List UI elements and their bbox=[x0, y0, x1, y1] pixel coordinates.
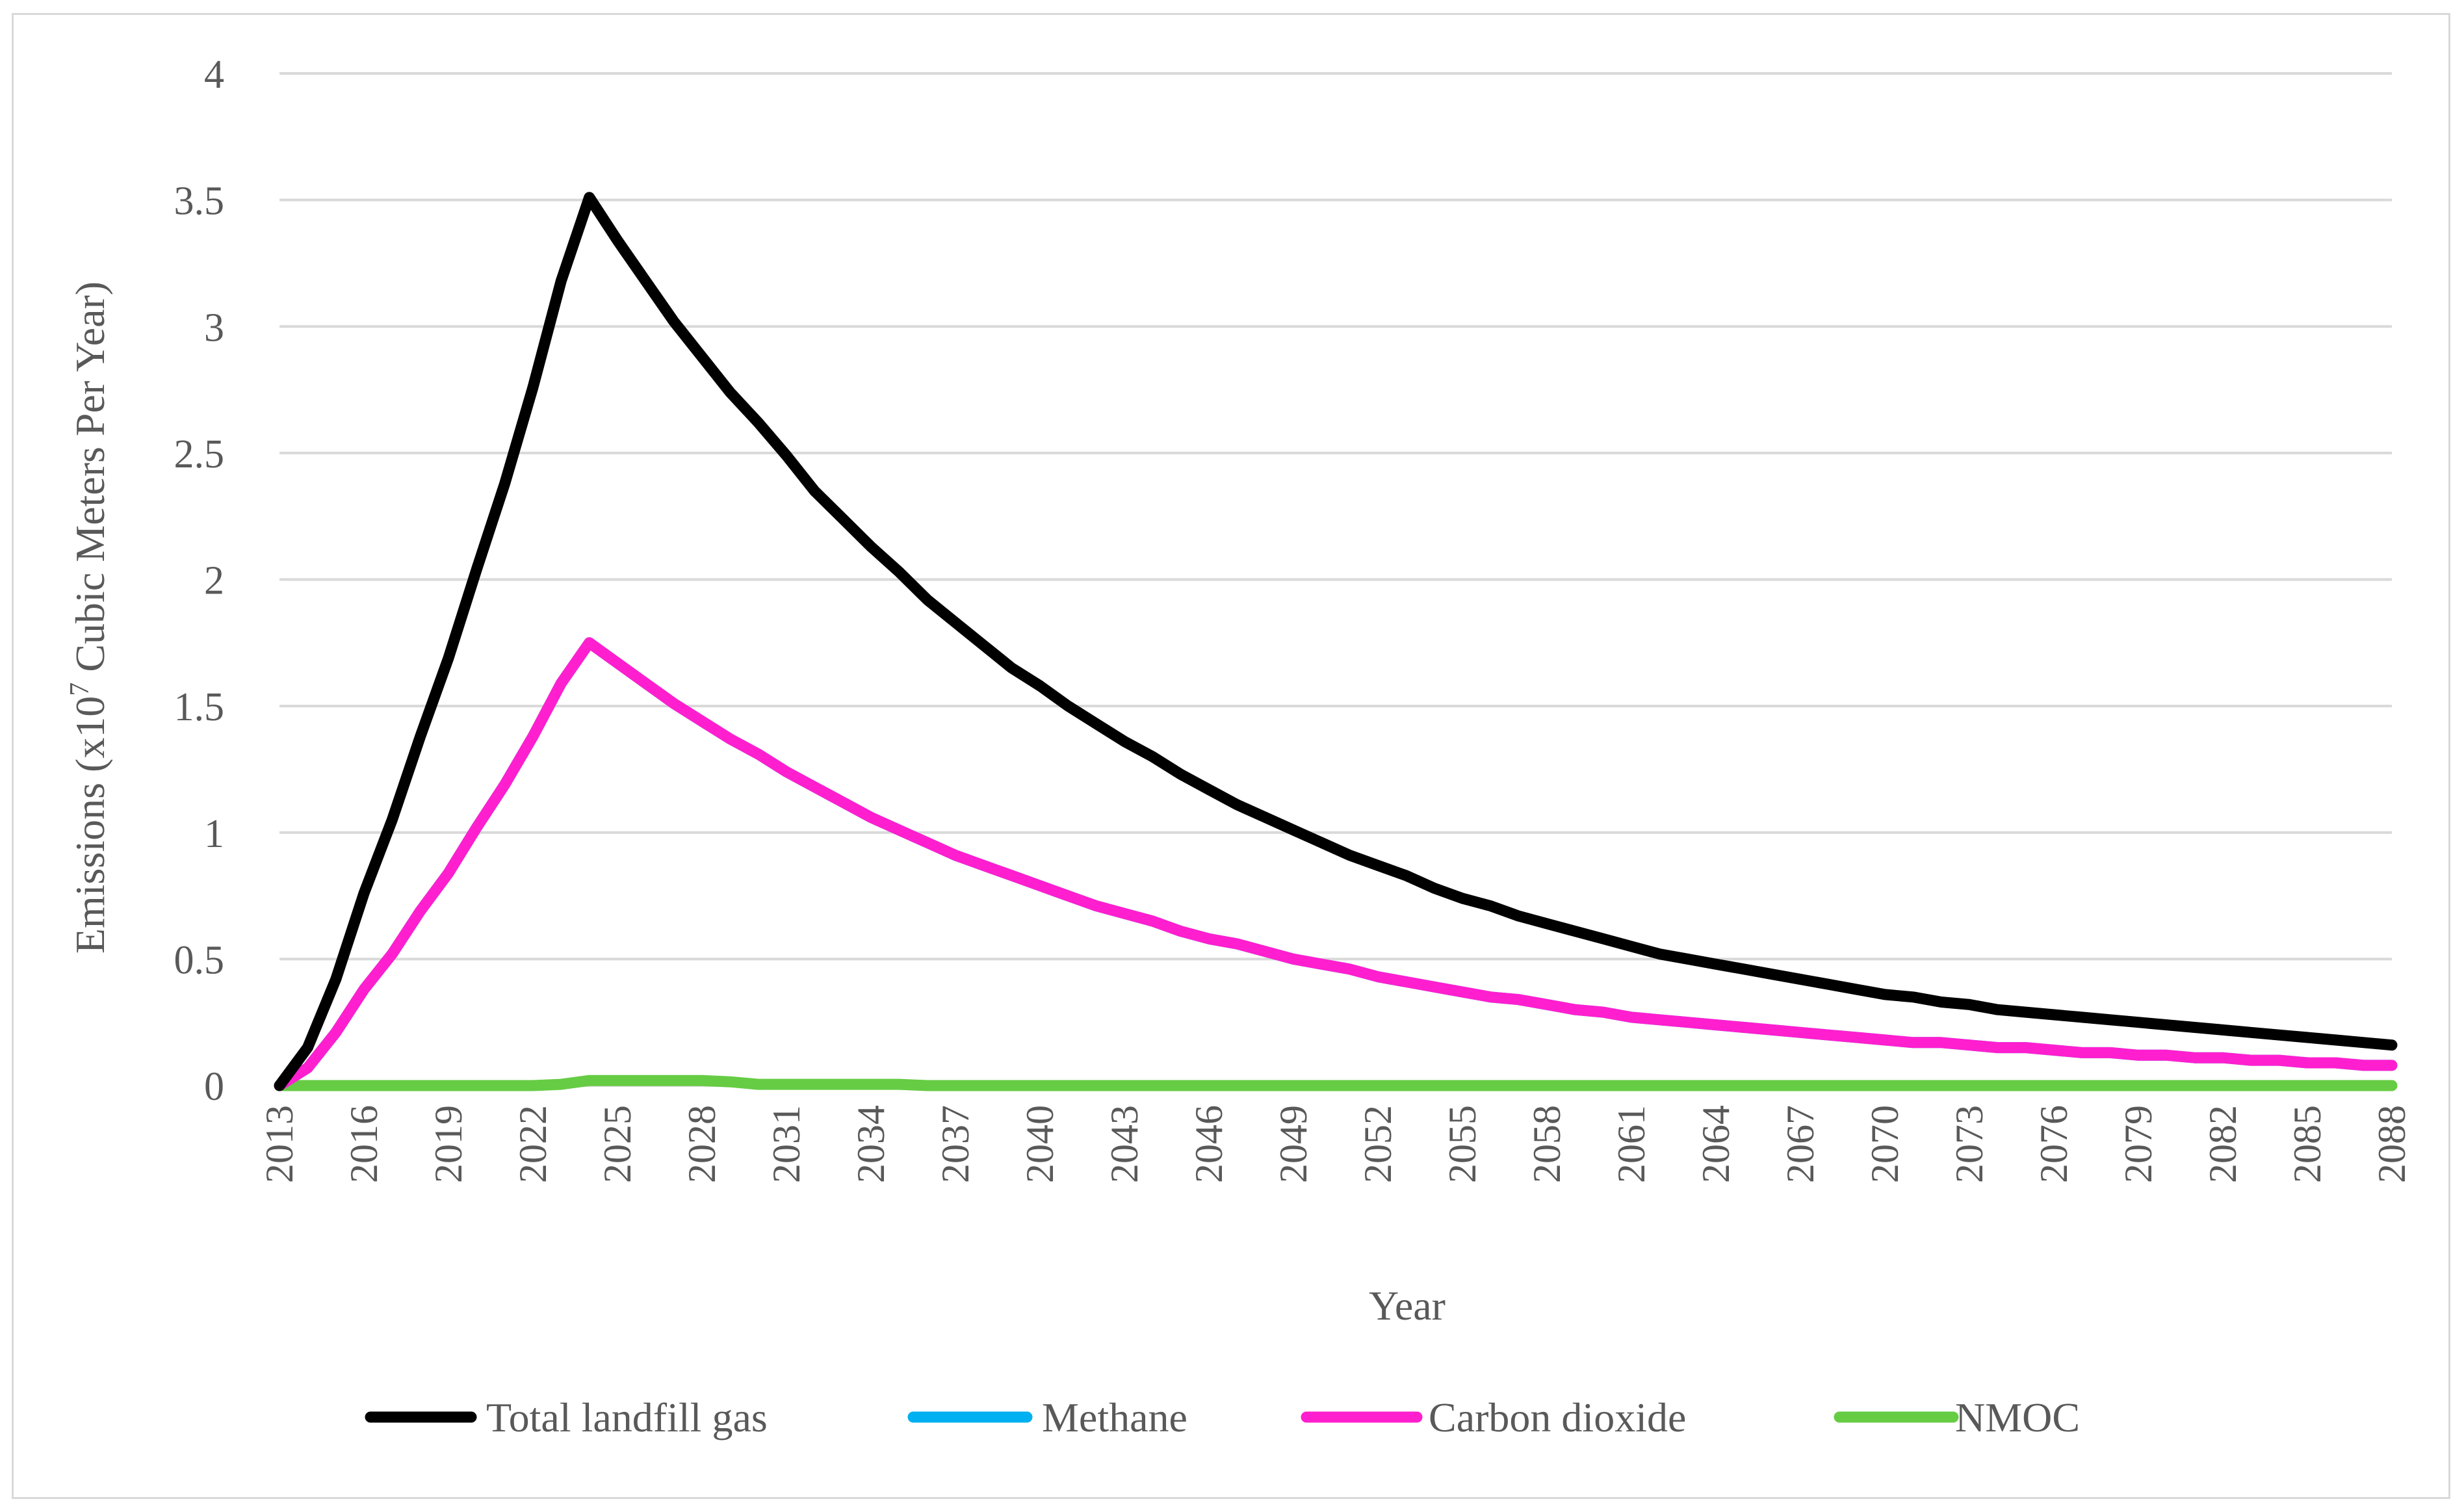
x-tick-label: 2079 bbox=[2117, 1105, 2160, 1183]
x-tick-label: 2043 bbox=[1103, 1105, 1146, 1183]
series-lines bbox=[274, 192, 2398, 1091]
y-axis-ticks: 0 0.5 1 1.5 2 2.5 3 3.5 4 bbox=[174, 53, 225, 1109]
series-line-carbon-dioxide bbox=[274, 637, 2398, 1091]
x-tick-label: 2052 bbox=[1356, 1105, 1399, 1183]
x-tick-label: 2064 bbox=[1694, 1105, 1737, 1183]
x-tick-label: 2049 bbox=[1272, 1105, 1315, 1183]
series-line-total-landfill-gas bbox=[274, 192, 2398, 1091]
x-tick-label: 2025 bbox=[596, 1105, 639, 1183]
y-tick-label: 3 bbox=[204, 306, 224, 350]
y-tick-label: 0.5 bbox=[174, 938, 225, 982]
x-tick-label: 2082 bbox=[2201, 1105, 2244, 1183]
x-tick-label: 2013 bbox=[258, 1105, 301, 1183]
gridlines bbox=[279, 72, 2392, 1087]
x-tick-label: 2058 bbox=[1525, 1105, 1568, 1183]
x-tick-label: 2019 bbox=[427, 1105, 470, 1183]
x-tick-label: 2070 bbox=[1863, 1105, 1906, 1183]
x-tick-label: 2076 bbox=[2032, 1105, 2075, 1183]
legend-label-nmoc: NMOC bbox=[1955, 1394, 2080, 1440]
x-tick-label: 2067 bbox=[1779, 1105, 1822, 1183]
x-axis-ticks: 2013 2016 2019 2022 2025 2028 2031 2034 2037 2040… bbox=[258, 1105, 2413, 1183]
x-tick-label: 2031 bbox=[765, 1105, 808, 1183]
x-tick-label: 2016 bbox=[343, 1105, 385, 1183]
y-tick-label: 3.5 bbox=[174, 179, 225, 224]
y-tick-label: 1.5 bbox=[174, 685, 225, 729]
y-tick-label: 4 bbox=[204, 53, 224, 97]
legend-label-total-landfill-gas: Total landfill gas bbox=[486, 1394, 768, 1440]
series-line-nmoc bbox=[274, 1075, 2398, 1091]
x-tick-label: 2034 bbox=[849, 1105, 892, 1183]
x-tick-label: 2046 bbox=[1187, 1105, 1230, 1183]
x-axis-label: Year bbox=[1369, 1283, 1446, 1329]
x-tick-label: 2073 bbox=[1948, 1105, 1991, 1183]
x-tick-label: 2040 bbox=[1018, 1105, 1061, 1183]
chart-frame bbox=[12, 13, 2450, 1499]
x-tick-label: 2085 bbox=[2286, 1105, 2329, 1183]
legend: Total landfill gas Methane Carbon dioxide N… bbox=[365, 1394, 2080, 1440]
y-tick-label: 0 bbox=[204, 1065, 224, 1109]
y-tick-label: 1 bbox=[204, 812, 224, 856]
x-tick-label: 2037 bbox=[934, 1105, 977, 1183]
x-tick-label: 2088 bbox=[2370, 1105, 2413, 1183]
y-tick-label: 2 bbox=[204, 559, 224, 603]
x-tick-label: 2061 bbox=[1610, 1105, 1653, 1183]
legend-label-methane: Methane bbox=[1042, 1394, 1187, 1440]
x-tick-label: 2028 bbox=[681, 1105, 723, 1183]
legend-label-carbon-dioxide: Carbon dioxide bbox=[1429, 1394, 1686, 1440]
y-tick-label: 2.5 bbox=[174, 432, 225, 476]
x-tick-label: 2022 bbox=[512, 1105, 554, 1183]
y-axis-label: Emissions (x107 Cubic Meters Per Year) bbox=[65, 281, 113, 954]
x-tick-label: 2055 bbox=[1441, 1105, 1484, 1183]
